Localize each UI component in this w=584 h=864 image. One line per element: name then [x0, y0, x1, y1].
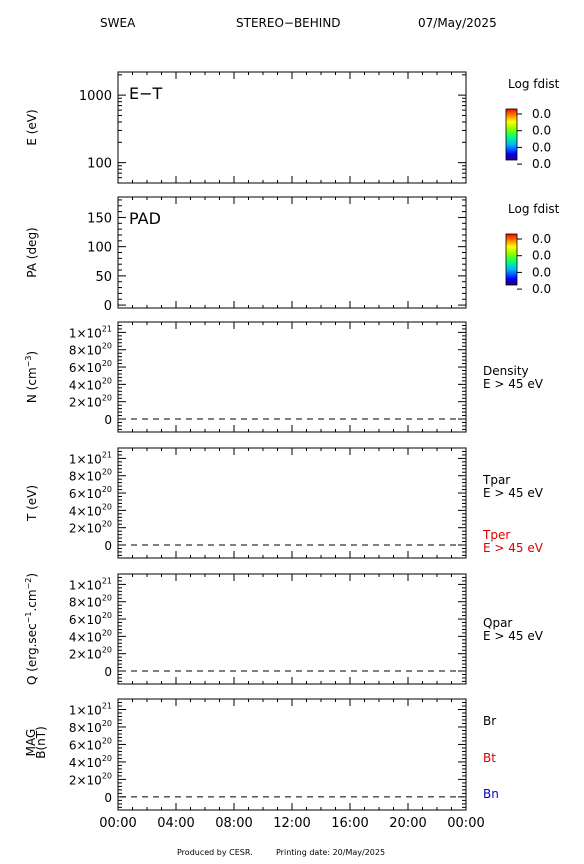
y-axis-title: B(nT) — [34, 726, 48, 759]
legend-series-name: Tpar — [482, 473, 510, 487]
y-axis-title: Q (erg.sec−1.cm−2) — [24, 573, 39, 685]
time-tick-label: 16:00 — [331, 816, 368, 831]
colorbar-1: Log fdist 0.0 0.0 0.0 0.0 — [505, 77, 560, 171]
y-tick-label: 4×1020 — [69, 502, 112, 518]
time-tick-label: 12:00 — [273, 816, 310, 831]
y-tick-label: 4×1020 — [69, 376, 112, 392]
y-tick-label: 0 — [104, 413, 112, 427]
spacecraft-title: STEREO−BEHIND — [236, 16, 341, 30]
y-tick-label: 100 — [87, 157, 112, 172]
colorbar-label: 0.0 — [532, 157, 551, 171]
y-axis-title: MAG — [24, 729, 38, 757]
date-title: 07/May/2025 — [418, 16, 497, 30]
legend-series-energy: E > 45 eV — [483, 629, 544, 643]
y-tick-label: 2×1020 — [69, 771, 112, 787]
y-tick-label: 1×1021 — [69, 576, 112, 592]
panel-frame — [117, 573, 467, 685]
y-tick-label: 6×1020 — [69, 736, 112, 752]
y-axis-title: N (cm−3) — [24, 351, 39, 403]
colorbar-label: 0.0 — [532, 265, 551, 279]
legend-series-name: Br — [483, 714, 496, 728]
legend-series-name: Bn — [483, 787, 499, 801]
y-tick-label: 1×1021 — [69, 324, 112, 340]
y-tick-label: 2×1020 — [69, 394, 112, 410]
y-tick-label: 8×1020 — [69, 719, 112, 735]
colorbar-label: 0.0 — [532, 140, 551, 154]
y-tick-label: 0 — [104, 665, 112, 679]
y-tick-label: 6×1020 — [69, 485, 112, 501]
y-tick-label: 1000 — [79, 89, 112, 104]
colorbar-label: 0.0 — [532, 249, 551, 263]
panel-frame — [117, 196, 467, 309]
colorbar-title: Log fdist — [508, 77, 560, 91]
time-tick-label: 00:00 — [99, 816, 136, 831]
legend-series-name: Density — [483, 364, 529, 378]
y-tick-label: 6×1020 — [69, 611, 112, 627]
y-tick-label: 100 — [87, 241, 112, 256]
colorbar-title: Log fdist — [508, 202, 560, 216]
legend-series-name: Bt — [483, 751, 496, 765]
y-tick-label: 4×1020 — [69, 754, 112, 770]
panel-frame — [117, 447, 467, 559]
colorbar-label: 0.0 — [532, 107, 551, 121]
time-tick-label: 08:00 — [215, 816, 252, 831]
legend-series-name: Tper — [482, 528, 510, 542]
y-axis-title: T (eV) — [25, 485, 39, 522]
panel-label: E−T — [129, 84, 163, 103]
colorbar-label: 0.0 — [532, 282, 551, 296]
legend-series-energy: E > 45 eV — [483, 486, 544, 500]
time-tick-label: 04:00 — [157, 816, 194, 831]
y-tick-label: 2×1020 — [69, 520, 112, 536]
panel-2: 150 100 50 0 PAD PA (deg) — [25, 196, 467, 314]
legend-series-name: Qpar — [483, 616, 512, 630]
y-tick-label: 50 — [95, 270, 112, 285]
legend-series-energy: E > 45 eV — [483, 377, 544, 391]
colorbar-gradient — [505, 108, 518, 161]
time-tick-label: 00:00 — [447, 816, 484, 831]
panel-frame — [117, 698, 467, 811]
y-tick-label: 2×1020 — [69, 646, 112, 662]
footer-produced-by: Produced by CESR. — [177, 848, 253, 857]
y-axis-title: E (eV) — [25, 109, 39, 145]
legend-series-energy: E > 45 eV — [483, 541, 544, 555]
y-tick-label: 1×1021 — [69, 701, 112, 717]
panel-label: PAD — [129, 209, 161, 228]
panel-1: 1000 100 E−T E (eV) — [25, 71, 467, 184]
y-axis-title: PA (deg) — [25, 227, 39, 277]
y-tick-label: 1×1021 — [69, 450, 112, 466]
panel-frame — [117, 71, 467, 184]
y-tick-label: 4×1020 — [69, 628, 112, 644]
y-tick-label: 6×1020 — [69, 359, 112, 375]
y-tick-label: 8×1020 — [69, 468, 112, 484]
y-tick-label: 0 — [104, 539, 112, 553]
colorbar-label: 0.0 — [532, 232, 551, 246]
colorbar-gradient — [505, 233, 518, 286]
footer-printing-date: Printing date: 20/May/2025 — [276, 848, 385, 857]
colorbar-label: 0.0 — [532, 124, 551, 138]
panel-frame — [117, 321, 467, 433]
instrument-title: SWEA — [100, 16, 136, 30]
y-tick-label: 0 — [104, 791, 112, 805]
y-tick-label: 0 — [104, 299, 112, 314]
colorbar-2: Log fdist 0.0 0.0 0.0 0.0 — [505, 202, 560, 296]
time-tick-label: 20:00 — [389, 816, 426, 831]
y-tick-label: 8×1020 — [69, 342, 112, 358]
y-tick-label: 8×1020 — [69, 594, 112, 610]
y-tick-label: 150 — [87, 211, 112, 226]
